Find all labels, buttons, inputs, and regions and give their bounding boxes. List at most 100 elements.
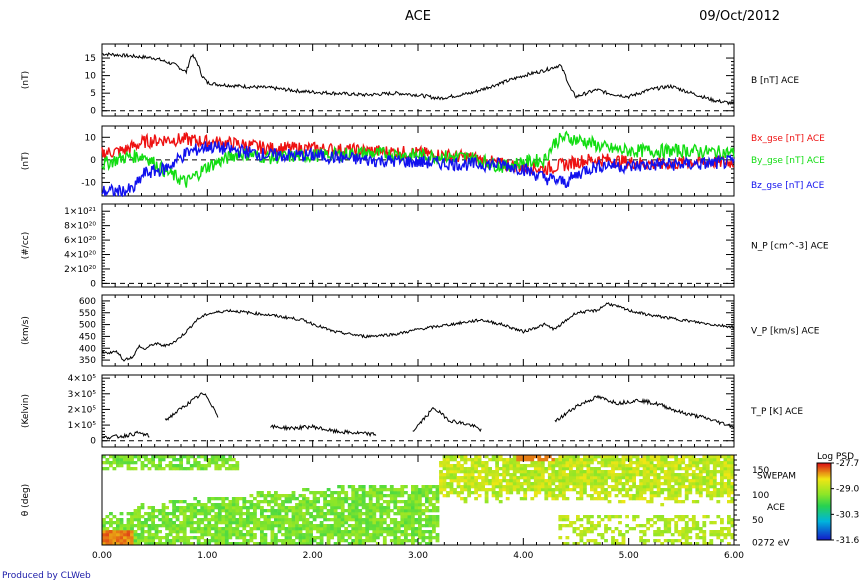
spectrogram-cell [505, 458, 510, 462]
spectrogram-cell [698, 527, 703, 531]
spectrogram-cell [621, 533, 626, 537]
spectrogram-cell [112, 539, 117, 543]
spectrogram-cell [509, 476, 514, 480]
y-tick-label: 1×10⁵ [68, 421, 97, 431]
spectrogram-cell [260, 500, 264, 504]
spectrogram-cell [463, 488, 468, 492]
legend-label: By_gse [nT] ACE [751, 156, 825, 166]
spectrogram-cell [249, 521, 254, 525]
spectrogram-cell [168, 527, 173, 531]
spectrogram-cell [519, 473, 524, 477]
spectrogram-cell [656, 518, 661, 522]
spectrogram-cell [263, 497, 268, 501]
spectrogram-cell [351, 530, 356, 534]
spectrogram-cell [618, 491, 622, 495]
spectrogram-cell [126, 536, 131, 540]
spectrogram-cell [316, 491, 320, 495]
spectrogram-cell [579, 494, 584, 498]
spectrogram-cell [414, 491, 419, 495]
y-tick-label: -10 [81, 178, 96, 188]
spectrogram-cell [625, 482, 629, 486]
spectrogram-cell [625, 515, 629, 519]
spectrogram-cell [667, 497, 672, 501]
spectrogram-cell [161, 455, 166, 459]
spectrogram-cell [646, 500, 650, 504]
spectrogram-cell [414, 521, 419, 525]
spectrogram-cell [684, 479, 689, 483]
spectrogram-cell [709, 479, 714, 483]
spectrogram-cell [698, 482, 703, 486]
spectrogram-cell [249, 512, 254, 516]
spectrogram-cell [210, 518, 215, 522]
spectrogram-cell [354, 524, 359, 528]
spectrogram-cell [446, 473, 450, 477]
spectrogram-cell [618, 521, 622, 525]
spectrogram-cell [456, 479, 461, 483]
spectrogram-cell [372, 515, 377, 519]
spectrogram-cell [720, 470, 724, 474]
spectrogram-cell [628, 455, 633, 459]
spectrogram-cell [628, 527, 633, 531]
spectrogram-cell [182, 467, 187, 471]
spectrogram-cell [656, 515, 661, 519]
spectrogram-cell [621, 458, 626, 462]
spectrogram-cell [537, 470, 542, 474]
colorbar-cell [817, 518, 831, 520]
spectrogram-cell [274, 521, 278, 525]
spectrogram-cell [214, 506, 219, 510]
spectrogram-cell [302, 494, 306, 498]
spectrogram-cell [123, 524, 127, 528]
spectrogram-cell [228, 509, 233, 513]
spectrogram-cell [193, 497, 198, 501]
spectrogram-cell [688, 530, 693, 534]
spectrogram-cell [498, 491, 503, 495]
spectrogram-cell [705, 479, 710, 483]
spectrogram-cell [112, 467, 117, 471]
spectrogram-cell [709, 521, 714, 525]
spectrogram-cell [702, 467, 707, 471]
spectrogram-cell [151, 458, 155, 462]
spectrogram-cell [337, 530, 341, 534]
spectrogram-cell [453, 491, 457, 495]
spectrogram-cell [140, 515, 145, 519]
spectrogram-cell [214, 530, 219, 534]
spectrogram-cell [432, 485, 436, 489]
spectrogram-cell [607, 518, 612, 522]
spectrogram-cell [477, 476, 482, 480]
spectrogram-cell [474, 479, 478, 483]
spectrogram-cell [565, 485, 570, 489]
spectrogram-cell [256, 518, 261, 522]
spectrogram-cell [484, 473, 489, 477]
spectrogram-cell [319, 494, 324, 498]
spectrogram-cell [558, 524, 563, 528]
spectrogram-cell [544, 497, 549, 501]
spectrogram-cell [207, 521, 212, 525]
spectrogram-cell [133, 530, 138, 534]
spectrogram-cell [505, 467, 510, 471]
spectrogram-cell [207, 524, 212, 528]
spectrogram-cell [723, 533, 728, 537]
spectrogram-cell [379, 533, 384, 537]
spectrogram-cell [235, 530, 240, 534]
spectrogram-cell [305, 530, 310, 534]
spectrogram-cell [351, 533, 356, 537]
spectrogram-cell [337, 524, 341, 528]
spectrogram-cell [702, 458, 707, 462]
spectrogram-cell [354, 539, 359, 543]
spectrogram-cell [175, 524, 180, 528]
spectrogram-cell [133, 539, 138, 543]
spectrogram-cell [330, 518, 334, 522]
spectrogram-cell [137, 536, 141, 540]
spectrogram-cell [326, 539, 331, 543]
spectrogram-cell [340, 497, 345, 501]
spectrogram-cell [404, 515, 408, 519]
spectrogram-cell [189, 506, 194, 510]
spectrogram-cell [196, 530, 201, 534]
spectrogram-cell [593, 539, 598, 543]
spectrogram-cell [274, 491, 278, 495]
spectrogram-cell [688, 455, 693, 459]
spectrogram-cell [249, 530, 254, 534]
spectrogram-cell [649, 461, 654, 465]
spectrogram-cell [716, 530, 721, 534]
spectrogram-cell [579, 458, 584, 462]
